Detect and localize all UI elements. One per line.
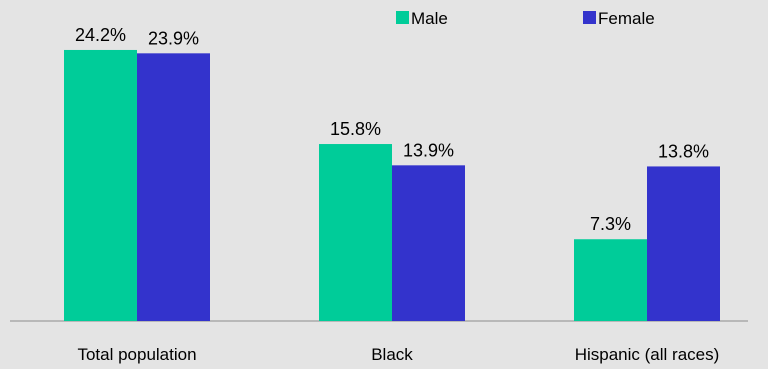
legend-swatch-female [583, 11, 596, 24]
bar-female-2 [647, 166, 720, 321]
data-label-male-2: 7.3% [590, 214, 631, 234]
data-label-male-1: 15.8% [330, 119, 381, 139]
bar-male-0 [64, 49, 137, 322]
bar-male-1 [319, 144, 392, 321]
bar-female-0 [137, 53, 210, 321]
category-label-1: Black [371, 345, 413, 364]
data-label-male-0: 24.2% [75, 25, 126, 45]
legend-label-male: Male [411, 9, 448, 28]
bar-male-2 [574, 239, 647, 321]
data-label-female-2: 13.8% [658, 141, 709, 161]
category-label-2: Hispanic (all races) [575, 345, 720, 364]
bar-female-1 [392, 165, 465, 321]
data-label-female-0: 23.9% [148, 28, 199, 48]
category-label-0: Total population [77, 345, 196, 364]
legend-label-female: Female [598, 9, 655, 28]
data-label-female-1: 13.9% [403, 140, 454, 160]
legend-swatch-male [396, 11, 409, 24]
